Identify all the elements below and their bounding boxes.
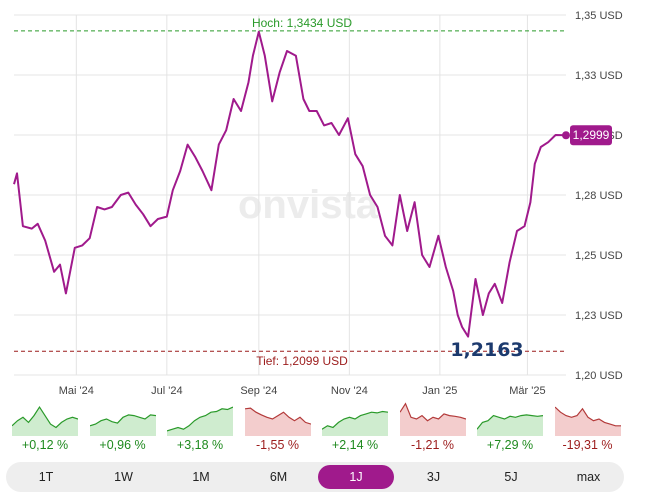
tab-1j[interactable]: 1J — [318, 465, 394, 489]
x-tick-label: Jan '25 — [422, 385, 457, 397]
mini-chart-4[interactable]: -1,55 % — [244, 400, 311, 456]
mini-line — [399, 402, 466, 422]
tab-1m[interactable]: 1M — [192, 470, 210, 484]
price-chart: onvista 1,20 USD 1,23 USD 1,25 USD 1,28 USD 1… — [13, 10, 623, 397]
mini-change-label: -1,21 % — [410, 438, 455, 452]
last-value-badge — [570, 125, 612, 146]
mini-change-label: +0,12 % — [21, 438, 69, 452]
mini-area — [399, 403, 466, 436]
y-tick-label: 1,35 USD — [575, 10, 623, 22]
tab-1t[interactable]: 1T — [38, 470, 54, 484]
x-tick-label: Mär '25 — [509, 385, 545, 397]
mini-sparkline — [244, 407, 311, 436]
mini-sparkline — [399, 402, 466, 436]
mini-chart-5[interactable]: +2,14 % — [322, 400, 388, 456]
mini-change-label: +0,96 % — [99, 438, 146, 452]
x-tick-label: Nov '24 — [331, 385, 368, 397]
mini-chart-1[interactable]: +0,12 % — [12, 400, 78, 456]
period-selector: 1T 1W 1M 6M 1J 3J 5J max — [6, 462, 624, 492]
mini-chart-7[interactable]: +7,29 % — [477, 400, 543, 456]
watermark: onvista — [238, 183, 379, 227]
mini-sparkline — [167, 406, 233, 436]
mini-line — [89, 414, 156, 427]
tab-5j[interactable]: 5J — [504, 470, 518, 484]
high-label: Hoch: 1,3434 USD — [252, 16, 352, 30]
mini-area — [12, 407, 78, 436]
mini-sparkline — [554, 406, 621, 436]
y-tick-label: 1,28 USD — [575, 190, 623, 202]
mini-sparkline — [477, 414, 543, 436]
mini-chart-3[interactable]: +3,18 % — [167, 400, 233, 456]
tab-3j[interactable]: 3J — [426, 470, 441, 484]
last-value-label: 1,2999 — [573, 128, 610, 142]
x-tick-label: Jul '24 — [151, 385, 182, 397]
mini-line — [477, 414, 543, 430]
mini-change-label: -1,55 % — [255, 438, 300, 452]
mini-area — [244, 408, 311, 436]
mini-sparkline — [322, 410, 388, 436]
last-value-point — [562, 131, 570, 140]
mini-area — [167, 407, 233, 436]
mini-line — [322, 410, 388, 430]
x-tick-label: Mai '24 — [59, 385, 94, 397]
mini-change-label: -19,31 % — [562, 438, 613, 452]
annotation-label: 1,2163 — [450, 339, 523, 361]
mini-change-label: +3,18 % — [176, 438, 224, 452]
y-tick-label: 1,20 USD — [575, 370, 623, 382]
x-tick-label: Sep '24 — [240, 385, 277, 397]
mini-chart-2[interactable]: +0,96 % — [89, 400, 156, 456]
mini-line — [554, 406, 621, 427]
mini-sparkline — [12, 405, 78, 436]
y-tick-label: 1,23 USD — [575, 310, 623, 322]
y-tick-label: 1,33 USD — [575, 70, 623, 82]
mini-area — [89, 414, 156, 436]
tab-6m[interactable]: 6M — [269, 470, 288, 484]
mini-chart-6[interactable]: -1,21 % — [399, 400, 466, 456]
mini-area — [322, 411, 388, 436]
mini-change-label: +2,14 % — [331, 438, 379, 452]
low-label: Tief: 1,2099 USD — [256, 354, 348, 368]
mini-sparkline — [89, 414, 156, 436]
price-series-line — [13, 30, 567, 338]
mini-area — [554, 407, 621, 436]
mini-area — [477, 414, 543, 436]
tab-1w[interactable]: 1W — [114, 470, 133, 484]
mini-change-label: +7,29 % — [486, 438, 534, 452]
mini-line — [244, 407, 311, 425]
mini-chart-8[interactable]: -19,31 % — [554, 400, 621, 456]
mini-line — [12, 405, 78, 429]
mini-line — [167, 406, 233, 432]
tab-max[interactable]: max — [576, 470, 601, 484]
y-tick-label: 1,25 USD — [575, 250, 623, 262]
